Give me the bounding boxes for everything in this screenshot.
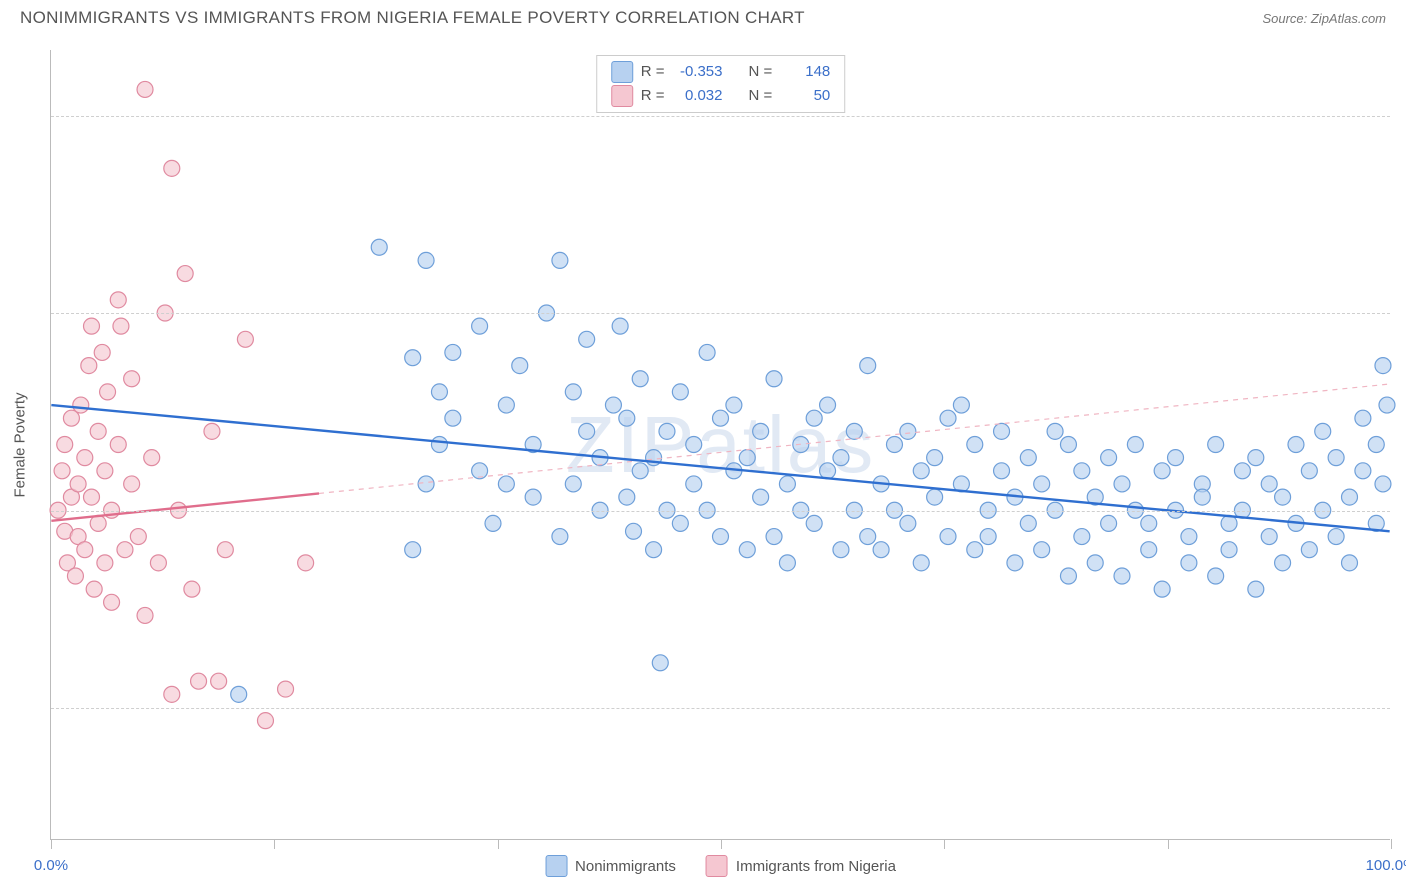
n-label: N = xyxy=(749,84,773,108)
swatch-immigrants xyxy=(611,85,633,107)
swatch-immigrants xyxy=(706,855,728,877)
y-axis-label: Female Poverty xyxy=(12,392,29,497)
correlation-legend: R = -0.353 N = 148 R = 0.032 N = 50 xyxy=(596,55,846,113)
xtick xyxy=(721,839,722,849)
correlation-row-immigrants: R = 0.032 N = 50 xyxy=(611,84,831,108)
correlation-row-nonimmigrants: R = -0.353 N = 148 xyxy=(611,60,831,84)
series-legend: Nonimmigrants Immigrants from Nigeria xyxy=(545,855,896,877)
xtick xyxy=(1391,839,1392,849)
r-label: R = xyxy=(641,60,665,84)
xtick xyxy=(1168,839,1169,849)
swatch-nonimmigrants xyxy=(545,855,567,877)
legend-item-nonimmigrants: Nonimmigrants xyxy=(545,855,676,877)
gridline xyxy=(51,116,1390,117)
xtick xyxy=(944,839,945,849)
xtick xyxy=(498,839,499,849)
xtick xyxy=(274,839,275,849)
r-value-nonimmigrants: -0.353 xyxy=(673,60,723,84)
gridline xyxy=(51,313,1390,314)
n-value-immigrants: 50 xyxy=(780,84,830,108)
xtick-label: 0.0% xyxy=(34,857,68,874)
n-label: N = xyxy=(749,60,773,84)
n-value-nonimmigrants: 148 xyxy=(780,60,830,84)
r-value-immigrants: 0.032 xyxy=(673,84,723,108)
legend-item-immigrants: Immigrants from Nigeria xyxy=(706,855,896,877)
source-credit: Source: ZipAtlas.com xyxy=(1262,11,1386,26)
plot-area: ZIPatlas R = -0.353 N = 148 R = 0.032 N … xyxy=(50,50,1390,840)
gridline xyxy=(51,708,1390,709)
swatch-nonimmigrants xyxy=(611,61,633,83)
plot-svg xyxy=(51,50,1390,839)
xtick-label: 100.0% xyxy=(1366,857,1406,874)
legend-label-nonimmigrants: Nonimmigrants xyxy=(575,858,676,875)
chart-container: Female Poverty ZIPatlas R = -0.353 N = 1… xyxy=(50,50,1390,840)
r-label: R = xyxy=(641,84,665,108)
chart-title: NONIMMIGRANTS VS IMMIGRANTS FROM NIGERIA… xyxy=(20,8,805,28)
gridline xyxy=(51,511,1390,512)
xtick xyxy=(51,839,52,849)
legend-label-immigrants: Immigrants from Nigeria xyxy=(736,858,896,875)
